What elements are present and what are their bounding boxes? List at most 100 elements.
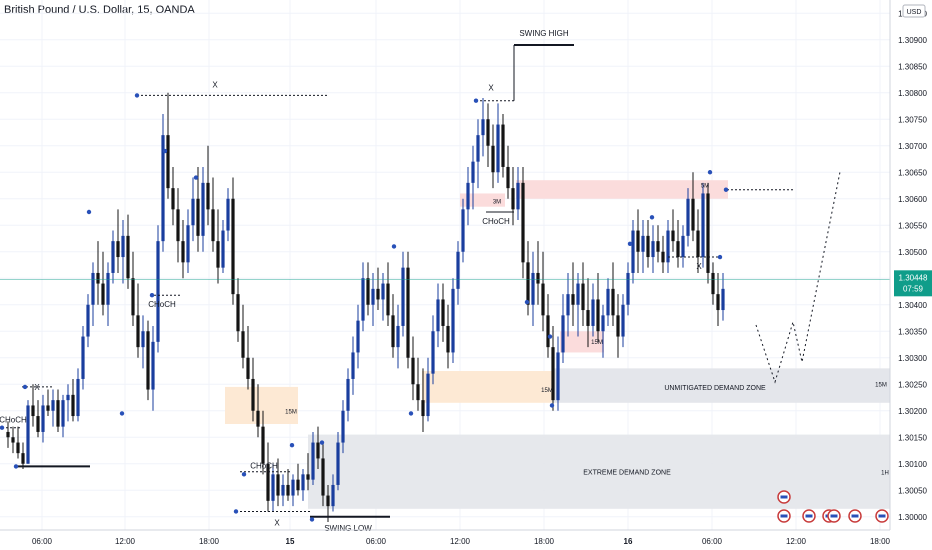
candle-body [221,230,225,268]
pivot-dot [241,472,247,477]
candle-body [651,241,655,258]
candle-body [46,405,50,411]
candle-body [476,135,480,162]
misc-layer [777,490,889,523]
candle-body [381,283,385,300]
candle-body [631,230,635,273]
time-tick-label: 12:00 [115,537,136,546]
candle-body [26,405,30,464]
label-x-mid: X [488,84,494,93]
price-tick-label: 1.30250 [898,380,927,389]
candle-body [136,315,140,348]
candle-body [341,410,345,443]
candle-body [376,288,380,300]
label-unmitigated-demand: UNMITIGATED DEMAND ZONE [664,385,766,392]
orderblock-15m-a [225,386,298,424]
candle-body [626,272,630,305]
candle-body [566,294,570,316]
pivot-dot [22,384,28,390]
last-price-badge [894,270,932,297]
price-tick-label: 1.30300 [898,354,927,363]
candle-body [716,294,720,311]
candle-body [416,384,420,401]
label-1h: 1H [881,471,889,477]
candle-body [131,278,135,316]
pivot-dot [134,93,140,98]
label-15m-ob1: 15M [285,409,297,415]
pivot-dot [649,215,655,220]
pivot-dot [119,411,125,416]
candle-body [66,394,70,401]
candle-body [51,400,55,411]
candle-body [176,209,180,242]
time-tick-label: 18:00 [534,537,555,546]
candle-body [11,437,15,443]
label-x-low: X [274,518,280,527]
candle-body [101,283,105,305]
label-swing-low: SWING LOW [324,524,372,533]
label-5m: 5M [701,184,709,190]
price-tick-label: 1.30550 [898,221,927,230]
candle-body [16,442,20,454]
candle-body [696,230,700,258]
candle-body [536,272,540,284]
candle-body [226,198,230,231]
candle-body [491,145,495,173]
candle-body [211,209,215,242]
candle-body [106,272,110,305]
candle-body [61,400,65,427]
candle-body [721,288,725,311]
candle-body [546,315,550,348]
candle-body [441,299,445,326]
candle-body [351,352,355,379]
candle-body [311,442,315,480]
candle-body [421,400,425,417]
candle-body [291,479,295,496]
currency-badge [902,4,926,18]
candle-body [571,294,575,305]
time-axis: 06:00 12:00 18:00 15 06:00 12:00 18:00 16 06:00 1… [0,529,891,546]
candle-body [121,235,125,258]
candle-body [236,294,240,332]
candle-body [556,352,560,401]
candle-body [591,299,595,326]
candle-body [146,331,150,390]
candle-body [271,474,275,501]
annotations-layer: X CHoCH CHoCH 15M CHoCH X SWING LOW X 15M X SWING … [0,29,890,533]
candle-body [201,182,205,236]
price-tick-label: 1.30100 [898,460,927,469]
candle-body [706,193,710,273]
candle-body [561,315,565,353]
time-tick-label: 16 [624,537,633,546]
candle-body [296,479,300,491]
candle-body [411,357,415,385]
label-extreme-demand: EXTREME DEMAND ZONE [583,470,671,477]
event-flag-stripe [780,514,788,518]
candle-body [181,241,185,263]
price-tick-label: 1.30750 [898,115,927,124]
label-x-right: X [696,262,702,271]
pivot-dot [289,443,295,448]
candle-body [456,251,460,289]
zones-layer [225,180,890,509]
candle-body [191,198,195,226]
price-tick-label: 1.30150 [898,433,927,442]
candles-layer [6,92,725,523]
candle-body [461,209,465,252]
unmitigated-demand-zone [552,368,890,403]
label-15m-zone: 15M [875,382,887,388]
pivot-dot [723,187,729,192]
candle-body [636,230,640,252]
candle-body [431,331,435,374]
candle-body [436,299,440,332]
last-price-countdown: 07:59 [903,284,924,293]
label-choch-3: CHoCH [250,462,278,471]
pivot-dot [707,170,713,175]
candle-body [281,484,285,496]
price-tick-label: 1.30050 [898,486,927,495]
pivot-dot [547,334,553,339]
candle-body [316,442,320,459]
candle-body [581,283,585,311]
candle-body [321,458,325,496]
